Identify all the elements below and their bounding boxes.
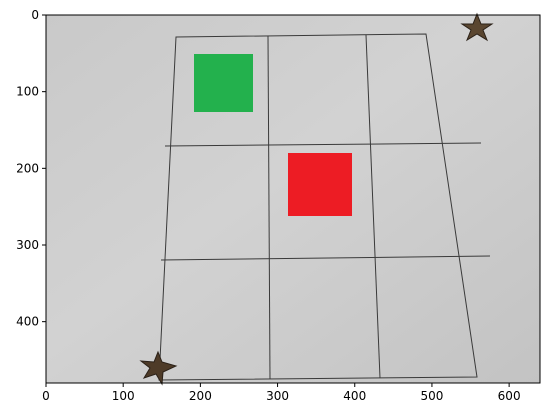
x-tick-label: 0 <box>42 389 50 403</box>
photo <box>46 12 540 386</box>
y-tick-label: 200 <box>16 161 39 175</box>
x-tick-label: 100 <box>112 389 135 403</box>
x-tick-label: 300 <box>266 389 289 403</box>
grid-outer-border <box>158 33 478 381</box>
star-marker-bottom-left <box>139 350 178 386</box>
grid-horizontal-line-1 <box>164 142 482 147</box>
y-tick-label: 0 <box>31 8 39 22</box>
grid-horizontal-line-2 <box>160 255 491 261</box>
green-square <box>194 54 253 112</box>
x-tick-label: 600 <box>498 389 521 403</box>
x-tick-label: 200 <box>189 389 212 403</box>
x-tick-label: 400 <box>343 389 366 403</box>
y-tick-label: 100 <box>16 85 39 99</box>
star-marker-top-right <box>460 12 494 42</box>
red-square <box>288 153 352 216</box>
x-axis: 0 100 200 300 400 500 600 <box>42 383 521 403</box>
y-tick-label: 300 <box>16 238 39 252</box>
grid-vertical-line-1 <box>267 35 271 380</box>
axes-frame <box>45 14 541 384</box>
drawn-grid <box>158 33 491 381</box>
y-tick-label: 400 <box>16 315 39 329</box>
grid-vertical-line-2 <box>365 34 381 379</box>
x-tick-label: 500 <box>420 389 443 403</box>
y-axis: 0 100 200 300 400 <box>16 8 46 329</box>
